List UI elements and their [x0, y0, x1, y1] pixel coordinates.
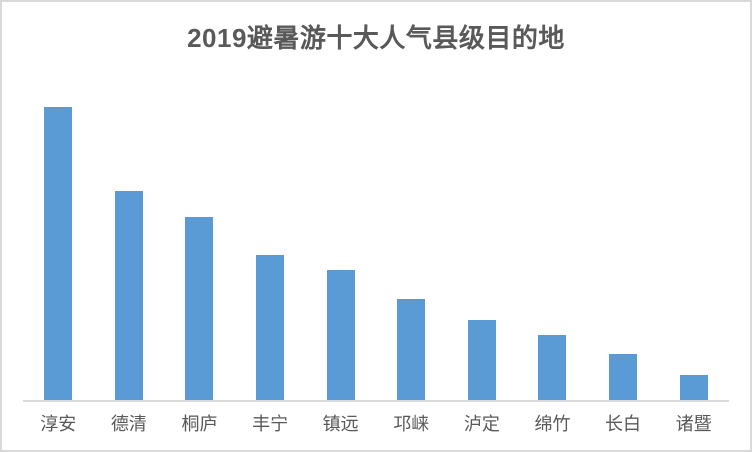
- bar-cell: [658, 78, 729, 400]
- plot-area: [23, 78, 729, 400]
- bar-cell: [235, 78, 306, 400]
- bars-row: [23, 78, 729, 400]
- x-axis-label: 淳安: [40, 414, 77, 434]
- x-axis-labels: 淳安 德清 桐庐 丰宁 镇远 邛崃 泸定 绵竹 长白 诸暨: [23, 410, 729, 436]
- bar: [538, 335, 567, 400]
- x-axis-label: 长白: [605, 414, 642, 434]
- x-axis-line: [23, 400, 729, 402]
- bar-cell: [517, 78, 588, 400]
- bar: [467, 319, 496, 400]
- bar-cell: [447, 78, 518, 400]
- x-axis-label: 德清: [110, 414, 147, 434]
- x-axis-label: 桐庐: [181, 414, 218, 434]
- bar: [44, 107, 73, 400]
- chart-title: 2019避暑游十大人气县级目的地: [187, 23, 565, 53]
- bar-cell: [23, 78, 94, 400]
- x-axis-label: 绵竹: [534, 414, 571, 434]
- bar-cell: [164, 78, 235, 400]
- bar: [609, 353, 638, 400]
- bar-cell: [94, 78, 165, 400]
- x-axis-label: 邛崃: [393, 414, 430, 434]
- bar: [256, 254, 285, 400]
- x-axis-label: 泸定: [463, 414, 500, 434]
- bar: [397, 298, 426, 400]
- bar: [679, 374, 708, 400]
- x-axis-label: 诸暨: [675, 414, 712, 434]
- bar: [185, 216, 214, 400]
- bar-cell: [588, 78, 659, 400]
- bar-cell: [376, 78, 447, 400]
- bar: [114, 190, 143, 400]
- x-axis-label: 丰宁: [252, 414, 289, 434]
- bar: [326, 269, 355, 400]
- x-axis-label: 镇远: [322, 414, 359, 434]
- bar-cell: [305, 78, 376, 400]
